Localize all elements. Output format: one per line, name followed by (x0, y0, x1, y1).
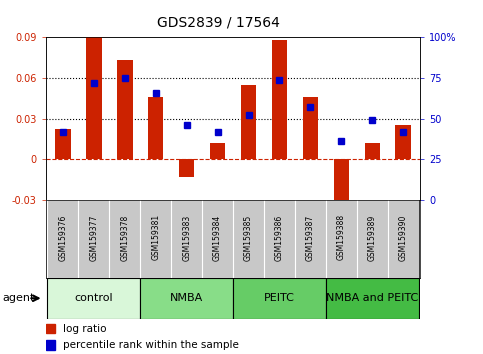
Text: GSM159388: GSM159388 (337, 214, 346, 261)
Bar (46, 324, 55, 333)
Bar (86, 37, 101, 159)
Bar (334, 159, 349, 208)
Text: percentile rank within the sample: percentile rank within the sample (63, 340, 239, 350)
Text: NMBA: NMBA (170, 293, 203, 303)
Bar (326, 278, 419, 319)
Bar (55, 130, 71, 159)
Bar (365, 143, 380, 159)
Text: GSM159389: GSM159389 (368, 214, 377, 261)
Text: GSM159376: GSM159376 (58, 214, 68, 261)
Bar (140, 278, 233, 319)
Bar (46, 340, 55, 350)
Bar (117, 60, 132, 159)
Text: GSM159384: GSM159384 (213, 214, 222, 261)
Text: NMBA and PEITC: NMBA and PEITC (326, 293, 418, 303)
Bar (47, 278, 140, 319)
Text: GSM159383: GSM159383 (182, 214, 191, 261)
Text: log ratio: log ratio (63, 324, 106, 333)
Text: GSM159390: GSM159390 (398, 214, 408, 261)
Text: GSM159377: GSM159377 (89, 214, 99, 261)
Bar (396, 125, 411, 159)
Text: GSM159387: GSM159387 (306, 214, 315, 261)
Bar (179, 159, 194, 177)
Text: control: control (74, 293, 113, 303)
Text: agent: agent (2, 293, 35, 303)
Bar (233, 278, 326, 319)
Text: GSM159378: GSM159378 (120, 214, 129, 261)
Text: GSM159381: GSM159381 (151, 214, 160, 261)
Text: GSM159386: GSM159386 (275, 214, 284, 261)
Bar (210, 143, 225, 159)
Bar (241, 85, 256, 159)
Bar (272, 40, 287, 159)
Text: GDS2839 / 17564: GDS2839 / 17564 (157, 16, 280, 30)
Text: GSM159385: GSM159385 (244, 214, 253, 261)
Bar (303, 97, 318, 159)
Bar (148, 97, 163, 159)
Text: PEITC: PEITC (264, 293, 295, 303)
